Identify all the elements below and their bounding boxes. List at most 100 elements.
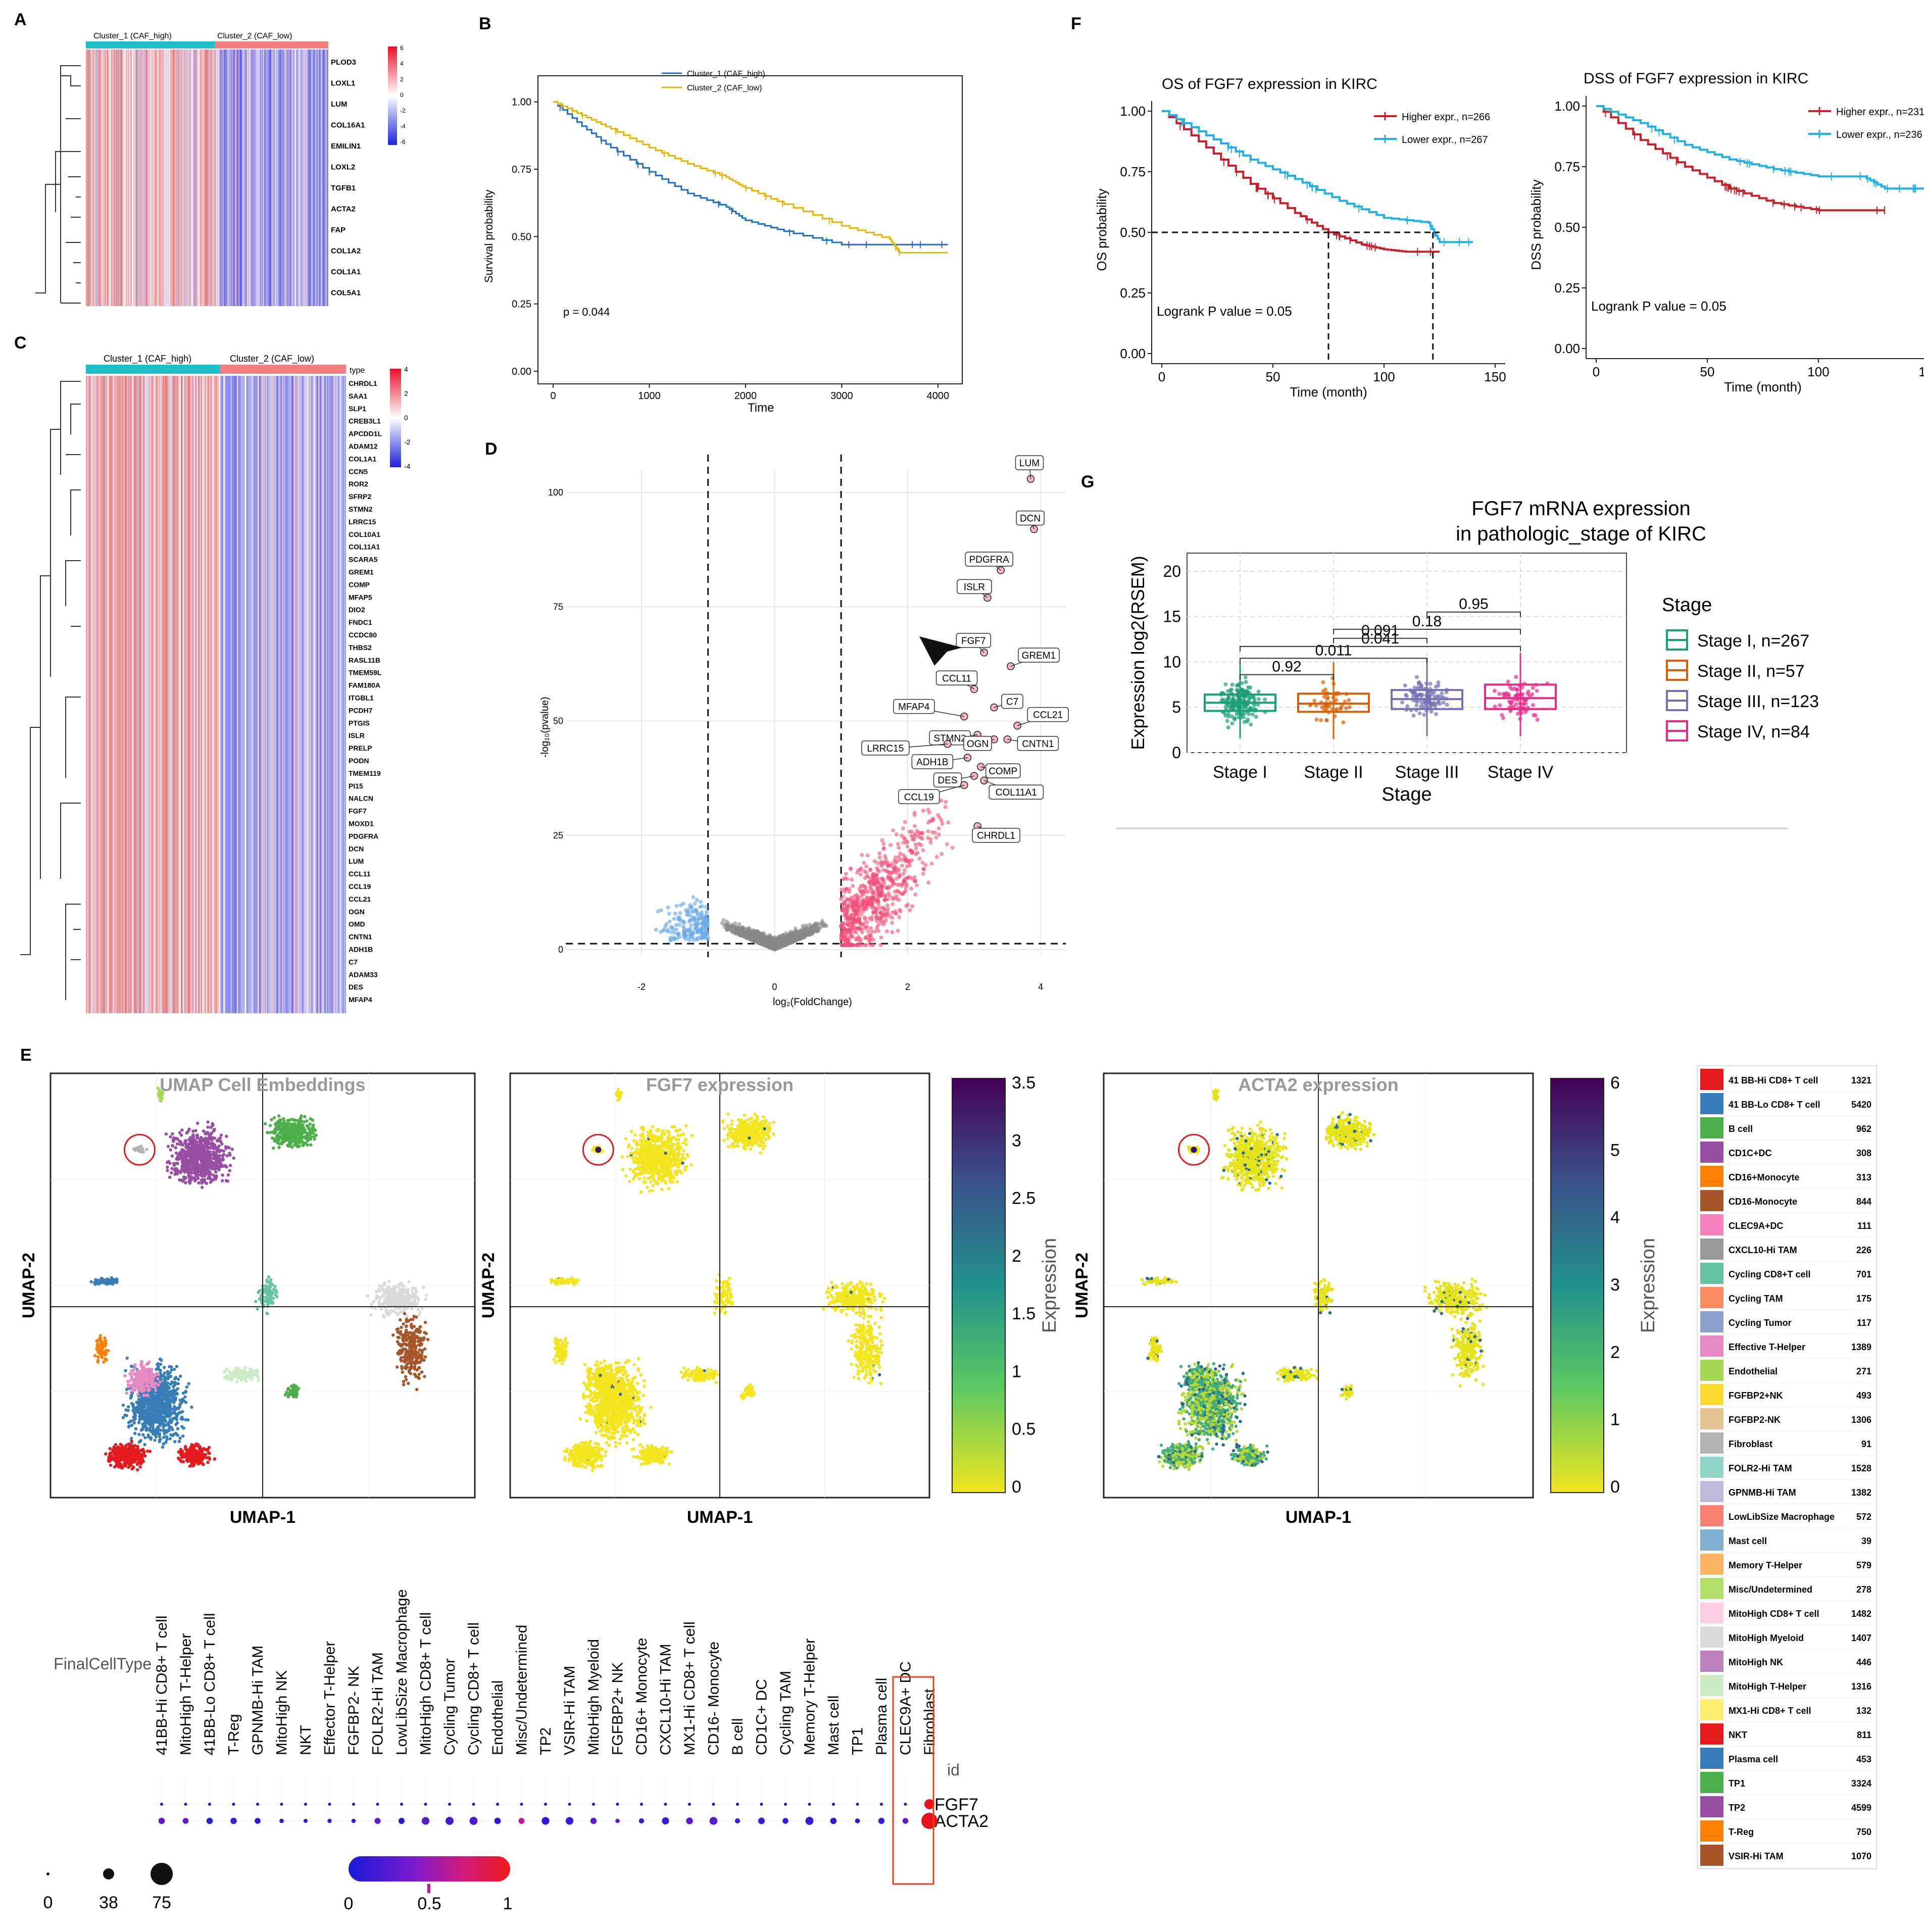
heatmap-stripe: [166, 376, 167, 1013]
heatmap-stripe: [130, 49, 132, 306]
heatmap-stripe: [103, 49, 104, 306]
volcano-point-up: [860, 922, 865, 927]
heatmap-stripe: [163, 49, 164, 306]
volcano-point-up: [841, 908, 845, 912]
volcano-point-up: [926, 829, 930, 833]
heatmap-stripe: [183, 376, 185, 1013]
heatmap-stripe: [265, 376, 267, 1013]
volcano-point-ns: [804, 923, 809, 928]
gene-label-c: CREB3L1: [349, 417, 381, 425]
km-curve-f: [1596, 105, 1924, 190]
umap-cell: [184, 1139, 188, 1143]
volcano-point-up: [868, 933, 872, 937]
volcano-point-up: [860, 853, 864, 857]
gene-label-c: COL10A1: [349, 530, 380, 538]
box-point: [1347, 705, 1352, 710]
umap-cell: [215, 1174, 218, 1178]
heatmap-stripe: [122, 49, 124, 306]
volcano-point-up: [910, 829, 914, 834]
heatmap-stripe: [280, 49, 281, 306]
box-point: [1514, 702, 1518, 707]
box-point: [1344, 706, 1348, 711]
umap-cell: [179, 1141, 183, 1144]
heatmap-stripe: [209, 376, 210, 1013]
xtick-b: 2000: [734, 390, 757, 402]
volcano-point-up: [869, 929, 874, 934]
xlabel-f: Time (month): [1290, 384, 1367, 400]
volcano-point-up: [875, 861, 880, 865]
umap-cell: [208, 1176, 212, 1179]
heatmap-stripe: [175, 49, 177, 306]
box-point: [1256, 697, 1261, 702]
panel-g: G FGF7 mRNA expression in pathologic_sta…: [1081, 472, 1819, 829]
heatmap-stripe: [258, 49, 260, 306]
volcano-point-up: [871, 878, 876, 882]
umap-cell: [232, 1156, 235, 1160]
heatmap-stripe: [193, 376, 194, 1013]
heatmap-stripe: [286, 49, 288, 306]
heatmap-stripe: [136, 376, 137, 1013]
umap-cell: [200, 1178, 203, 1182]
heatmap-stripe: [146, 376, 148, 1013]
heatmap-stripe: [237, 49, 238, 306]
gene-label-c: MFAP5: [349, 593, 372, 601]
volcano-point-up: [908, 908, 912, 912]
heatmap-stripe: [257, 49, 258, 306]
os-title: OS of FGF7 expression in KIRC: [1162, 76, 1377, 92]
volcano-point-up: [890, 879, 895, 883]
volcano-point-up: [897, 855, 901, 859]
umap-cell: [195, 1161, 199, 1165]
heatmap-stripe: [148, 376, 150, 1013]
volcano-point-up: [842, 936, 846, 941]
xlabel-g: Stage: [1382, 784, 1432, 805]
gene-label-c: MOXD1: [349, 820, 374, 828]
gene-label-c: CCL19: [349, 882, 371, 890]
volcano-point-up: [879, 864, 884, 868]
volcano-point-up: [910, 904, 915, 909]
heatmap-stripe: [326, 376, 328, 1013]
box-point: [1419, 694, 1423, 699]
xtick-g: Stage II: [1304, 763, 1363, 782]
heatmap-stripe: [322, 376, 324, 1013]
heatmap-stripe: [191, 376, 193, 1013]
ytick-d: 0: [558, 945, 563, 955]
umap-cell: [223, 1164, 227, 1167]
volcano-point-up: [864, 886, 868, 890]
heatmap-stripe: [267, 49, 269, 306]
color-scale-c: [390, 369, 401, 467]
heatmap-stripe: [323, 49, 325, 306]
heatmap-stripe: [270, 376, 272, 1013]
volcano-point-ns: [739, 933, 744, 937]
labeled-point: [960, 781, 968, 789]
umap-cell: [220, 1142, 224, 1146]
heatmap-stripe: [86, 49, 87, 306]
volcano-point-up: [854, 893, 859, 897]
volcano-point-up: [917, 856, 922, 861]
gene-label-box: [972, 827, 1020, 843]
volcano-point-up: [904, 881, 908, 885]
heatmap-stripe: [215, 376, 217, 1013]
heatmap-stripe: [218, 49, 221, 306]
heatmap-stripe: [190, 376, 192, 1013]
box-point: [1248, 685, 1253, 690]
heatmap-stripe: [226, 49, 228, 306]
volcano-point-up: [840, 930, 845, 934]
umap-cell: [210, 1131, 214, 1135]
volcano-point-ns: [761, 942, 766, 946]
heatmap-stripe: [242, 49, 243, 306]
umap-cell: [309, 1143, 313, 1147]
volcano-point-down: [698, 905, 702, 909]
heatmap-stripe: [98, 376, 100, 1013]
heatmap-stripe: [217, 49, 219, 306]
gene-label-box: [1017, 736, 1059, 751]
heatmap-stripe: [290, 49, 292, 306]
box-point: [1326, 695, 1330, 700]
volcano-point-up: [855, 917, 860, 922]
umap-cell: [217, 1150, 221, 1154]
heatmap-stripe: [182, 376, 184, 1013]
umap-cell: [182, 1154, 186, 1158]
type-label: type: [350, 366, 365, 375]
umap-cell: [166, 1165, 169, 1169]
volcano-point-up: [912, 824, 917, 828]
ytick-g: 10: [1163, 653, 1181, 671]
